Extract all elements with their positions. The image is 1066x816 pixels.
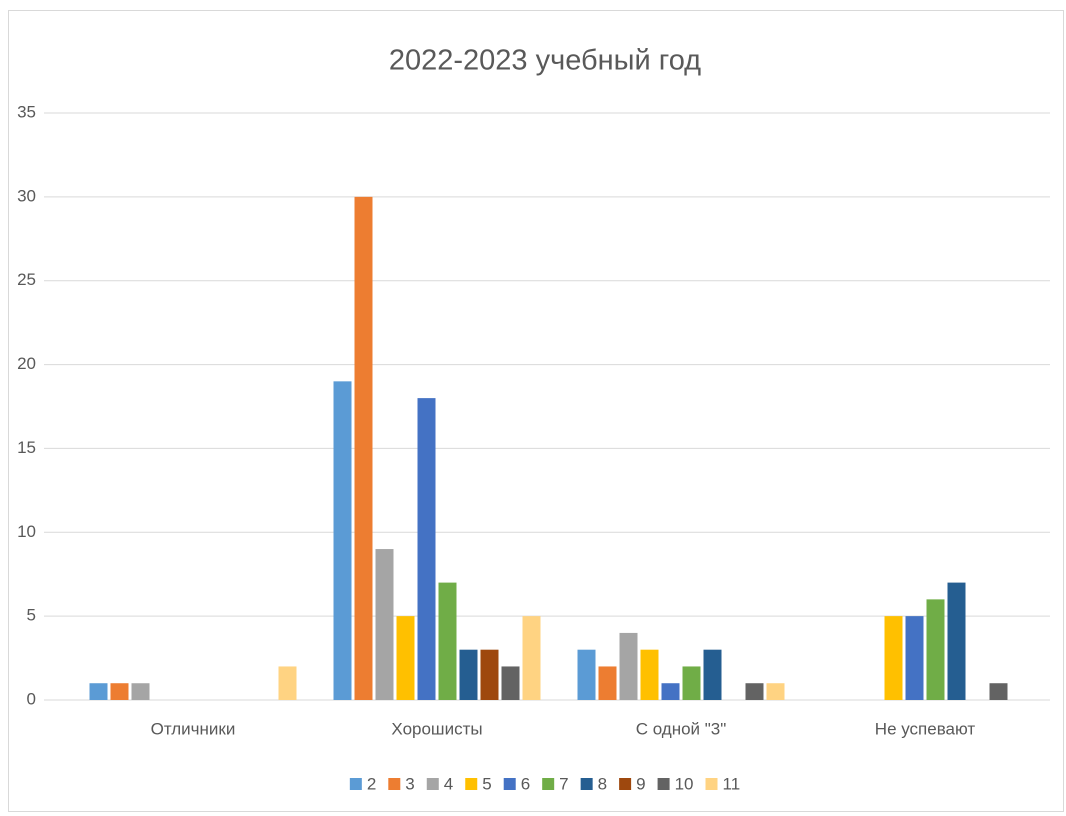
bar [745, 683, 764, 700]
legend-swatch [542, 778, 555, 790]
bar [577, 649, 596, 700]
y-tick-label: 15 [17, 438, 36, 457]
bar [480, 649, 499, 700]
legend-label: 4 [444, 774, 453, 793]
bar [598, 666, 617, 700]
bar [131, 683, 150, 700]
bar [501, 666, 520, 700]
legend-label: 11 [723, 774, 741, 793]
legend-swatch [503, 778, 516, 790]
bar [640, 649, 659, 700]
y-tick-label: 20 [17, 354, 36, 373]
y-tick-label: 25 [17, 270, 36, 289]
legend-swatch [465, 778, 478, 790]
bar [396, 616, 415, 700]
legend-swatch [580, 778, 593, 790]
bar [522, 616, 541, 700]
y-tick-label: 0 [27, 689, 36, 708]
legend-label: 5 [482, 774, 491, 793]
bar [375, 549, 394, 700]
bar [354, 196, 373, 700]
legend-swatch [619, 778, 632, 790]
legend-label: 10 [675, 774, 694, 793]
bar [766, 683, 785, 700]
bar [947, 582, 966, 700]
legend-label: 2 [367, 774, 376, 793]
bar [89, 683, 108, 700]
y-tick-label: 10 [17, 522, 36, 541]
legend-label: 6 [521, 774, 530, 793]
bar [438, 582, 457, 700]
bar [905, 616, 924, 700]
bar [619, 632, 638, 700]
bar [884, 616, 903, 700]
x-tick-label: Отличники [151, 719, 236, 738]
legend-swatch [657, 778, 670, 790]
bar [278, 666, 297, 700]
bar [110, 683, 129, 700]
legend-label: 9 [636, 774, 645, 793]
legend-swatch [705, 778, 718, 790]
legend-label: 3 [405, 774, 414, 793]
bar [333, 381, 352, 700]
bar [926, 599, 945, 700]
chart-title: 2022-2023 учебный год [389, 45, 701, 77]
x-tick-label: Хорошисты [391, 719, 482, 738]
y-tick-label: 30 [17, 186, 36, 205]
bar [682, 666, 701, 700]
legend-swatch [426, 778, 439, 790]
bar [661, 683, 680, 700]
bar [703, 649, 722, 700]
bar [989, 683, 1008, 700]
y-tick-label: 35 [17, 102, 36, 121]
legend-swatch [388, 778, 401, 790]
legend-label: 7 [559, 774, 568, 793]
x-tick-label: Не успевают [875, 719, 976, 738]
legend-label: 8 [598, 774, 607, 793]
bar [459, 649, 478, 700]
bar [417, 398, 436, 700]
legend-swatch [349, 778, 362, 790]
y-tick-label: 5 [27, 606, 36, 625]
x-tick-label: С одной "3" [636, 719, 727, 738]
